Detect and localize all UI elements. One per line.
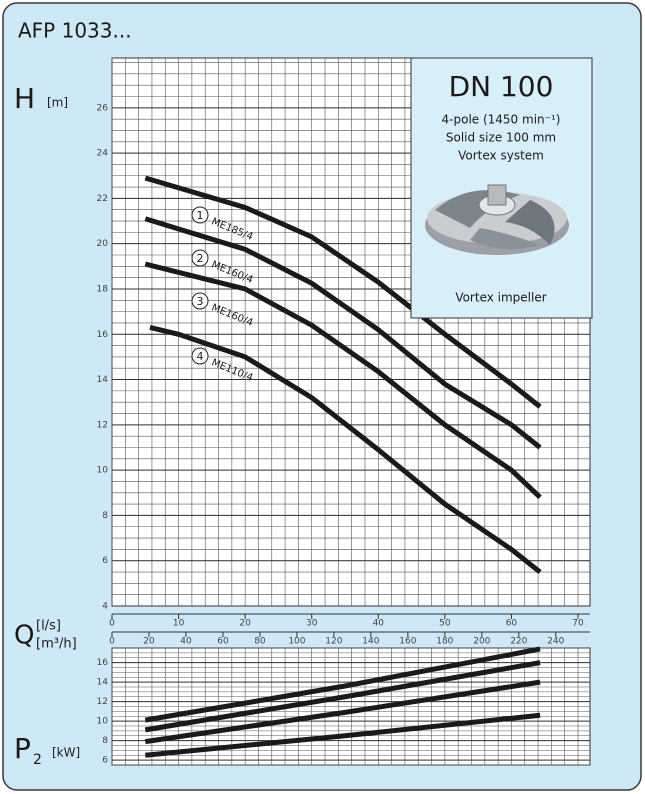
x-tick-label: 0: [109, 619, 115, 629]
y-tick-label: 12: [97, 697, 108, 707]
x-axis-label: Q: [14, 621, 34, 651]
x2-tick-label: 140: [362, 637, 379, 647]
curve: [144, 175, 542, 409]
x2-tick-label: 100: [288, 637, 305, 647]
curve-number-circle: [191, 347, 209, 365]
x-tick-label: 10: [173, 619, 185, 629]
y-axis-unit: [m]: [47, 96, 68, 110]
curve: [144, 216, 542, 450]
x2-tick-label: 220: [510, 637, 527, 647]
curve-number: 1: [197, 209, 204, 222]
y-tick-label: 16: [97, 330, 109, 340]
x2-tick-label: 80: [254, 637, 266, 647]
x-tick-label: 70: [572, 619, 584, 629]
x2-axis-unit: [m³/h]: [36, 637, 77, 652]
x2-tick-label: 20: [143, 637, 155, 647]
y-tick-label: 22: [97, 194, 108, 204]
y-tick-label: 8: [102, 736, 108, 746]
info-line: Vortex system: [458, 149, 544, 163]
y-tick-label: 14: [97, 375, 109, 385]
y-tick-label: 6: [102, 756, 108, 766]
x-tick-label: 20: [239, 619, 251, 629]
x2-tick-label: 160: [399, 637, 416, 647]
curve: [149, 325, 542, 574]
y-tick-label: 26: [97, 103, 109, 113]
info-line: 4-pole (1450 min⁻¹): [442, 113, 561, 127]
y-tick-label: 4: [102, 602, 108, 612]
curve-number-circle: [191, 292, 209, 310]
curve: [144, 646, 541, 723]
y-tick-label: 10: [97, 466, 109, 476]
y-tick-label: 10: [97, 717, 109, 727]
y-tick-label: 20: [97, 239, 109, 249]
y-tick-label: 18: [97, 284, 109, 294]
y-axis-label: P: [14, 732, 31, 765]
curve-number-circle: [191, 206, 209, 224]
x2-tick-label: 120: [325, 637, 342, 647]
x-tick-label: 60: [506, 619, 518, 629]
y-tick-label: 12: [97, 420, 108, 430]
impeller-image: [425, 184, 569, 255]
x2-tick-label: 0: [109, 637, 115, 647]
y-axis-unit: [kW]: [52, 746, 80, 760]
x-tick-label: 40: [373, 619, 385, 629]
y-tick-label: 8: [102, 511, 108, 521]
x2-tick-label: 180: [436, 637, 453, 647]
x2-tick-label: 200: [473, 637, 490, 647]
curve-number: 2: [197, 252, 204, 265]
curve-number: 3: [197, 295, 204, 308]
info-title: DN 100: [449, 70, 554, 103]
y-tick-label: 6: [102, 556, 108, 566]
x2-tick-label: 240: [547, 637, 564, 647]
x-tick-label: 50: [439, 619, 451, 629]
x-tick-label: 30: [306, 619, 318, 629]
x2-tick-label: 40: [180, 637, 192, 647]
y-axis-label-sub: 2: [33, 752, 42, 768]
curve: [144, 679, 541, 745]
x2-tick-label: 60: [217, 637, 229, 647]
info-box: DN 100 4-pole (1450 min⁻¹) Solid size 10…: [410, 57, 593, 319]
y-axis-label: H: [14, 82, 35, 115]
info-line: Solid size 100 mm: [446, 131, 556, 145]
y-tick-label: 24: [97, 149, 109, 159]
y-tick-label: 16: [97, 658, 109, 668]
curve-number: 4: [197, 350, 204, 363]
curve: [144, 261, 542, 500]
y-tick-label: 14: [97, 678, 109, 688]
curve-number-circle: [191, 249, 209, 267]
curve: [145, 712, 541, 758]
x-axis-unit: [l/s]: [36, 619, 61, 634]
page-title: AFP 1033...: [18, 19, 132, 43]
info-caption: Vortex impeller: [455, 291, 546, 305]
curve: [144, 660, 541, 733]
